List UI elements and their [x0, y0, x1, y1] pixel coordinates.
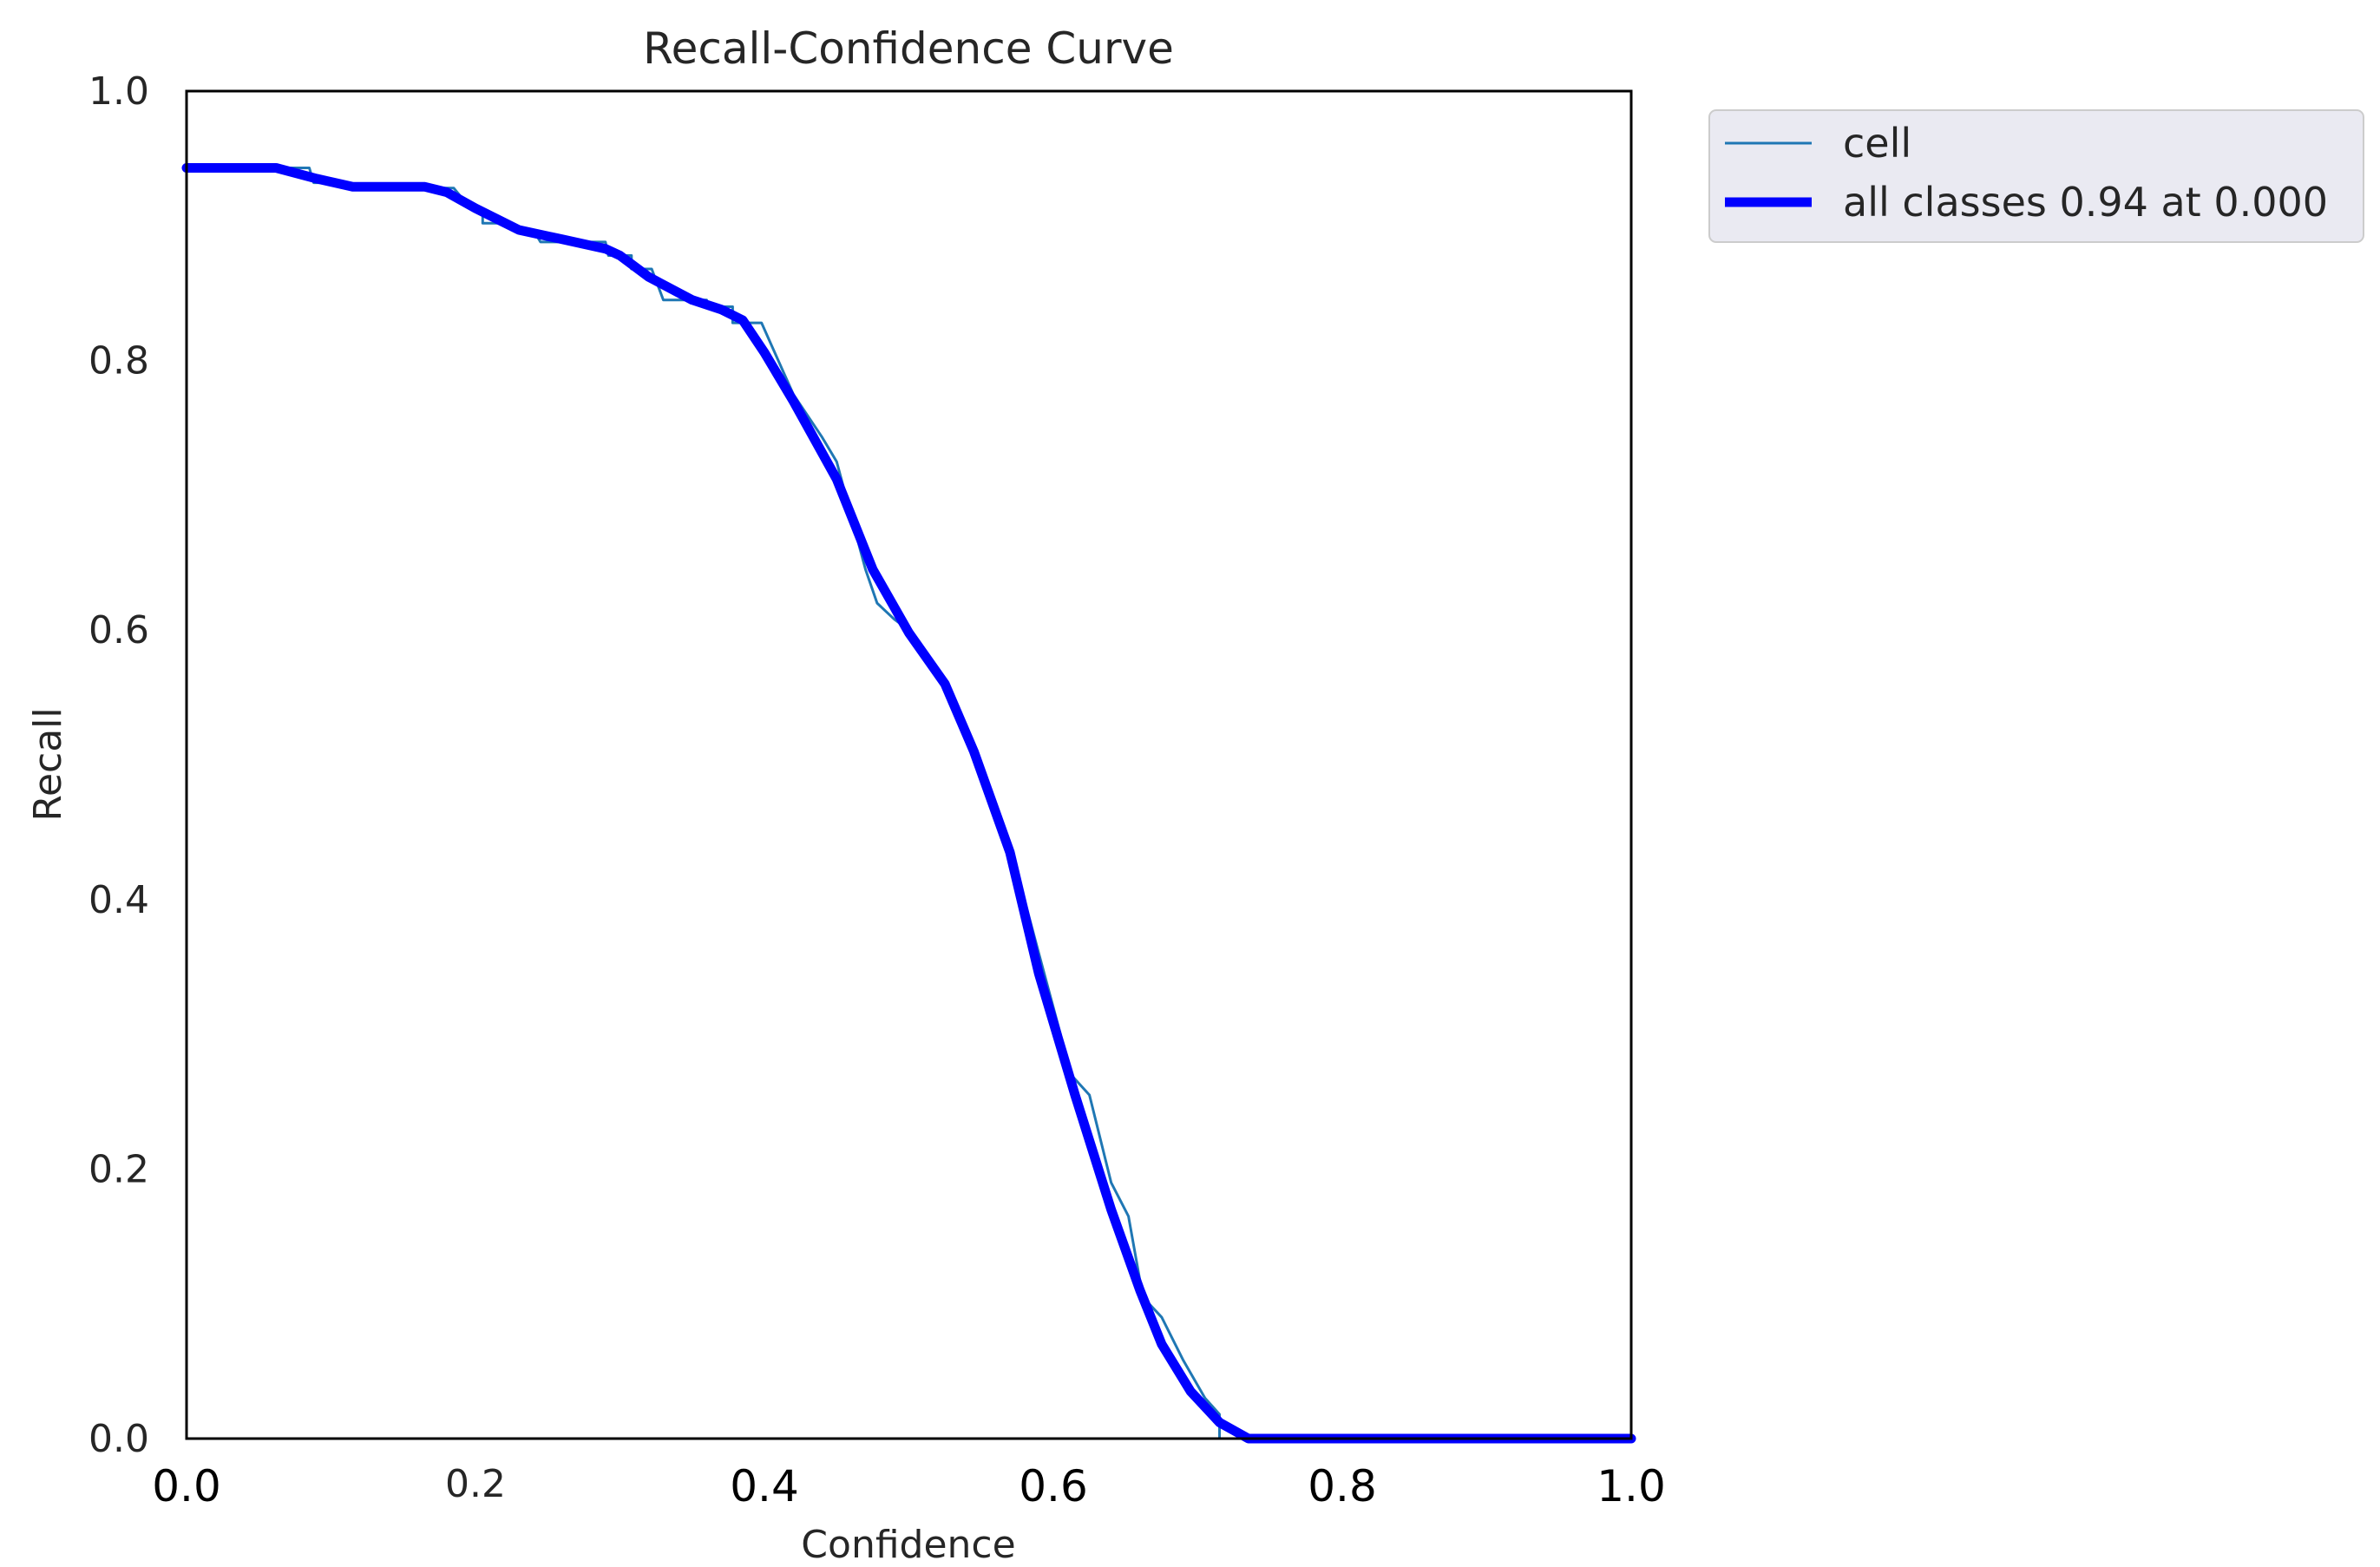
- y-tick-label: 0.6: [89, 608, 149, 652]
- y-axis-label: Recall: [26, 707, 70, 821]
- series-line-all-classes: [181, 163, 1636, 1444]
- y-tick-label: 0.4: [89, 878, 149, 922]
- x-axis-label: Confidence: [801, 1523, 1015, 1567]
- legend-label-all-classes: all classes 0.94 at 0.000: [1843, 179, 2328, 226]
- plot-background: [187, 91, 1631, 1439]
- x-tick-label: 1.0: [1597, 1461, 1666, 1511]
- chart-title: Recall-Confidence Curve: [643, 23, 1174, 74]
- x-tick-label: 0.6: [1019, 1461, 1088, 1511]
- x-tick-label: 0.8: [1308, 1461, 1377, 1511]
- legend: cell all classes 0.94 at 0.000: [1708, 109, 2364, 243]
- y-tick-label: 0.2: [89, 1147, 149, 1191]
- x-tick-label: 0.2: [445, 1462, 506, 1506]
- y-tick-label: 0.0: [89, 1417, 149, 1461]
- y-tick-label: 0.8: [89, 339, 149, 384]
- legend-label-cell: cell: [1843, 120, 1911, 167]
- series-layer: [181, 163, 1636, 1444]
- legend-box: [1708, 109, 2364, 243]
- x-tick-label: 0.0: [152, 1461, 221, 1511]
- y-tick-label: 1.0: [89, 69, 149, 114]
- x-tick-labels: 0.0 0.2 0.4 0.6 0.8 1.0: [152, 1461, 1666, 1511]
- plot-frame: [185, 89, 1633, 1440]
- x-tick-label: 0.4: [730, 1461, 799, 1511]
- y-tick-labels: 0.0 0.2 0.4 0.6 0.8 1.0: [89, 69, 149, 1461]
